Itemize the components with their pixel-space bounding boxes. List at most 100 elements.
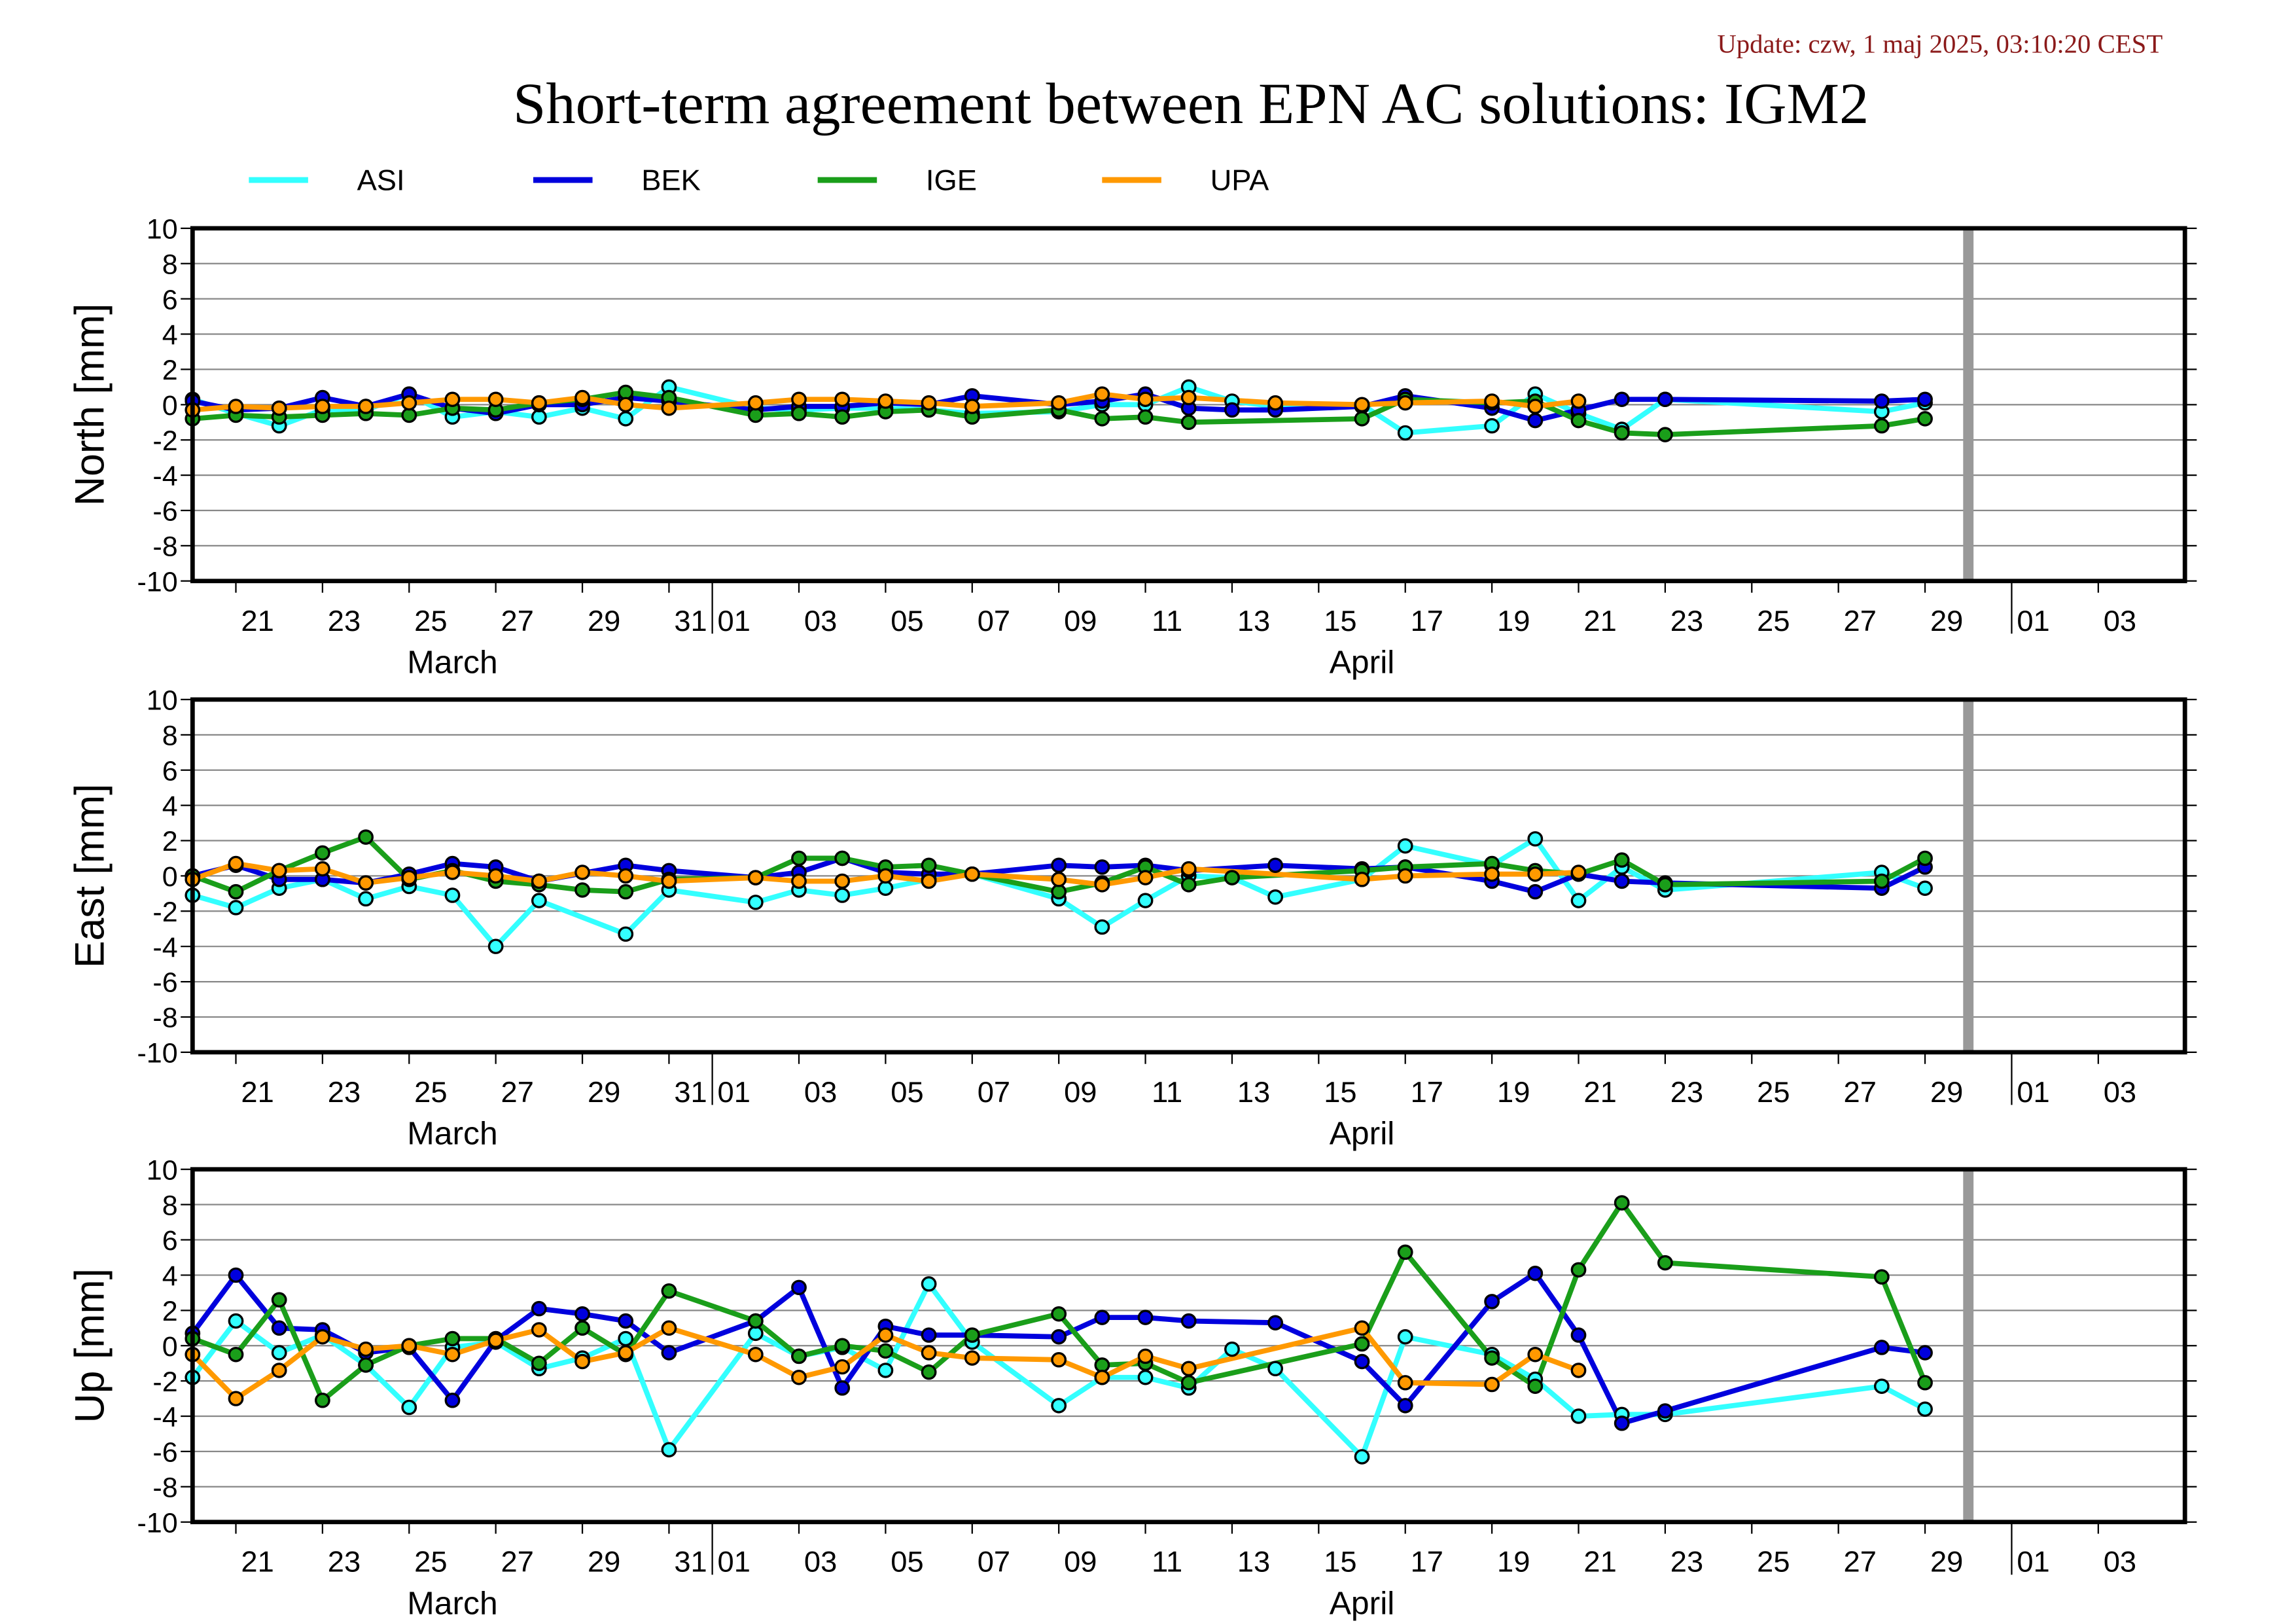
data-point [1224, 870, 1240, 885]
data-point [1873, 393, 1890, 409]
data-point [1094, 859, 1110, 875]
data-point [1614, 1195, 1630, 1211]
x-tick-label: 23 [1670, 604, 1703, 637]
data-point [1917, 1345, 1933, 1361]
x-tick-label: 27 [1844, 1545, 1877, 1578]
data-point [1917, 880, 1933, 896]
data-point [618, 397, 634, 413]
data-point [358, 1357, 374, 1373]
x-tick-label: 01 [2017, 604, 2049, 637]
x-tick-label: 11 [1152, 1545, 1182, 1578]
data-point [401, 1399, 417, 1416]
x-tick-label: 17 [1411, 604, 1443, 637]
data-point [921, 1364, 937, 1380]
data-point [1051, 1329, 1067, 1345]
series-line [190, 1270, 1926, 1426]
data-point [1354, 1353, 1370, 1370]
data-point [1354, 1449, 1370, 1465]
x-tick-label: 11 [1152, 604, 1182, 637]
data-point [1484, 1376, 1500, 1393]
data-point [444, 865, 461, 880]
data-point [487, 938, 504, 954]
data-point [1354, 1336, 1370, 1352]
data-point [228, 855, 244, 872]
data-point [444, 1346, 461, 1363]
data-point [444, 391, 461, 407]
y-tick-label: 6 [162, 1225, 178, 1257]
data-point [574, 1353, 590, 1370]
x-tick-label: 21 [241, 1075, 274, 1109]
data-point [1527, 1266, 1544, 1281]
month-label: April [1330, 645, 1395, 681]
data-point [834, 1359, 851, 1375]
x-tick-label: 03 [804, 1075, 837, 1109]
data-point [1657, 1403, 1673, 1419]
data-point [1137, 409, 1154, 425]
y-tick-label: 2 [162, 826, 178, 857]
y-tick-label: 10 [147, 214, 178, 245]
data-point [228, 1267, 244, 1283]
data-point [877, 1343, 894, 1359]
data-point [1397, 868, 1413, 884]
data-point [1917, 391, 1933, 407]
data-point [877, 1363, 894, 1378]
y-tick-label: 8 [162, 249, 178, 281]
data-point [1484, 418, 1500, 434]
x-tick-label: 09 [1064, 604, 1097, 637]
data-point [1137, 893, 1154, 908]
data-point [1917, 411, 1933, 427]
data-point [1873, 1269, 1890, 1285]
data-point [1267, 1315, 1284, 1330]
data-point [1570, 1363, 1587, 1378]
data-point [1094, 1310, 1110, 1325]
data-point [531, 873, 547, 889]
data-point [1267, 395, 1284, 411]
data-point [1397, 425, 1413, 441]
y-tick-label: 2 [162, 355, 178, 386]
x-tick-label: 09 [1064, 1075, 1097, 1109]
data-point [834, 409, 851, 425]
x-tick-label: 29 [1930, 604, 1963, 637]
data-point [1051, 857, 1067, 873]
x-tick-label: 13 [1237, 1545, 1270, 1578]
data-point [1484, 1294, 1500, 1310]
x-tick-label: 27 [1844, 604, 1877, 637]
x-tick-label: 25 [1757, 1545, 1790, 1578]
y-tick-label: -10 [137, 567, 177, 598]
data-point [1527, 866, 1544, 882]
y-tick-label: -4 [152, 1402, 177, 1433]
data-point [1397, 1398, 1413, 1414]
data-point [964, 1350, 980, 1366]
data-point [1397, 395, 1413, 411]
x-tick-label: 25 [414, 1545, 447, 1578]
data-point [1570, 1262, 1587, 1278]
data-point [1051, 872, 1067, 887]
month-label: March [407, 645, 497, 681]
data-point [747, 1346, 764, 1363]
data-point [401, 407, 417, 423]
data-point [1657, 1255, 1673, 1271]
y-tick-label: -2 [152, 425, 177, 457]
x-tick-label: 21 [1583, 1545, 1616, 1578]
data-point [314, 1393, 330, 1408]
data-point [1224, 1341, 1240, 1357]
data-point [618, 883, 634, 900]
data-point [358, 829, 374, 845]
data-point [921, 873, 937, 889]
data-point [574, 1306, 590, 1322]
y-tick-label: -10 [137, 1038, 177, 1069]
data-point [271, 400, 287, 416]
x-tick-label: 09 [1064, 1545, 1097, 1578]
x-tick-label: 19 [1497, 1545, 1530, 1578]
data-point [791, 391, 807, 407]
data-point [574, 882, 590, 898]
data-point [921, 1276, 937, 1292]
update-time: Update: czw, 1 maj 2025, 03:10:20 CEST [1717, 29, 2163, 59]
data-point [1527, 399, 1544, 414]
data-point [834, 1338, 851, 1353]
data-point [1051, 1398, 1067, 1414]
data-point [1484, 866, 1500, 882]
data-point [1917, 850, 1933, 866]
data-point [834, 391, 851, 407]
